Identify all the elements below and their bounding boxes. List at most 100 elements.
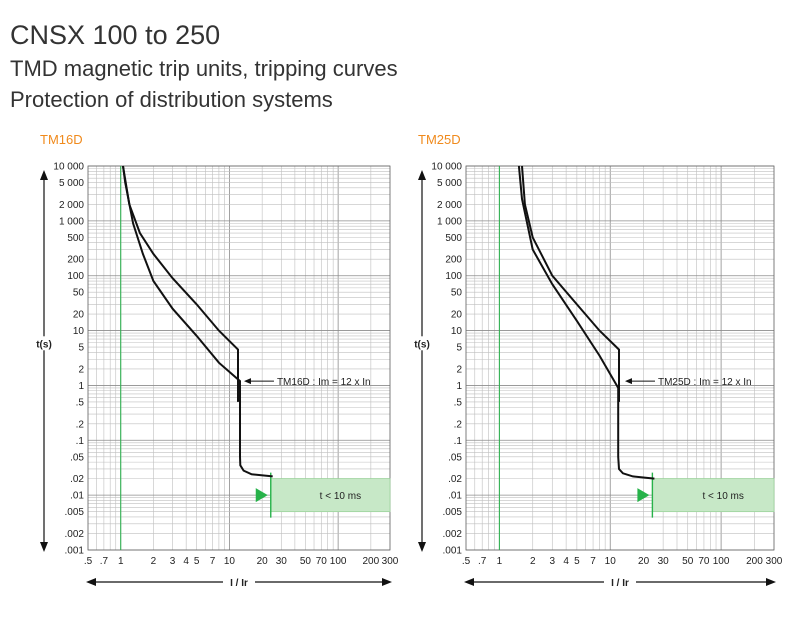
y-axis-label-bg xyxy=(31,336,57,351)
y-tick-label: .1 xyxy=(454,436,463,447)
x-tick-label: 30 xyxy=(658,556,670,567)
x-tick-label: 100 xyxy=(713,556,730,567)
x-tick-label: 3 xyxy=(549,556,555,567)
x-tick-label: 5 xyxy=(574,556,580,567)
x-tick-label: 200 xyxy=(746,556,763,567)
x-tick-label: 4 xyxy=(563,556,569,567)
y-tick-label: .2 xyxy=(454,419,463,430)
annotation-arrow-icon xyxy=(624,378,632,385)
y-tick-label: .005 xyxy=(443,507,463,518)
y-tick-label: 10 xyxy=(451,326,463,337)
x-tick-label: 100 xyxy=(330,556,347,567)
x-tick-label: 7 xyxy=(590,556,596,567)
x-tick-label: 1 xyxy=(118,556,124,567)
y-tick-label: .2 xyxy=(76,419,85,430)
y-tick-label: 10 000 xyxy=(53,162,84,173)
x-axis-arrow-left-icon xyxy=(86,578,96,586)
y-tick-label: 10 000 xyxy=(431,162,462,173)
x-tick-label: 1 xyxy=(497,556,503,567)
x-axis-label-bg xyxy=(604,575,636,589)
x-tick-label: 7 xyxy=(210,556,216,567)
page-title: CNSX 100 to 250 xyxy=(10,20,221,50)
y-tick-label: 200 xyxy=(445,255,462,266)
x-tick-label: 50 xyxy=(682,556,694,567)
zone-arrow-icon xyxy=(637,488,650,503)
y-tick-label: .05 xyxy=(70,452,84,463)
x-tick-label: .5 xyxy=(462,556,471,567)
zone-arrow-icon xyxy=(255,488,268,503)
y-tick-label: .005 xyxy=(65,507,85,518)
y-tick-label: .01 xyxy=(70,491,84,502)
y-tick-label: 5 000 xyxy=(59,178,84,189)
x-tick-label: 20 xyxy=(257,556,269,567)
y-tick-label: 500 xyxy=(67,233,84,244)
x-axis-label-bg xyxy=(223,575,255,589)
y-axis-label: t(s) xyxy=(36,339,52,350)
y-tick-label: 2 xyxy=(78,364,84,375)
x-tick-label: 300 xyxy=(382,556,399,567)
y-tick-label: .05 xyxy=(448,452,462,463)
trip-curve-lower xyxy=(122,165,273,478)
x-tick-label: 50 xyxy=(300,556,312,567)
y-tick-label: 2 000 xyxy=(437,200,462,211)
y-tick-label: 10 xyxy=(73,326,85,337)
y-tick-label: .001 xyxy=(65,546,85,557)
y-tick-label: 50 xyxy=(451,288,463,299)
y-tick-label: 1 000 xyxy=(437,216,462,227)
x-tick-label: 10 xyxy=(224,556,236,567)
tripping-curve-chart-right: TM25D t < 10 ms TM25D : Im = 12 x In 10 000… xyxy=(409,132,783,589)
annotation-label: TM25D : Im = 12 x In xyxy=(658,377,752,388)
y-tick-label: .02 xyxy=(448,474,462,485)
y-tick-label: .1 xyxy=(76,436,85,447)
x-tick-label: 3 xyxy=(170,556,176,567)
x-tick-label: .7 xyxy=(100,556,109,567)
y-tick-label: 1 000 xyxy=(59,216,84,227)
x-tick-label: .5 xyxy=(84,556,93,567)
y-tick-label: 2 000 xyxy=(59,200,84,211)
y-tick-label: .002 xyxy=(65,529,85,540)
x-tick-label: 2 xyxy=(151,556,157,567)
y-tick-label: 5 000 xyxy=(437,178,462,189)
zone-label: t < 10 ms xyxy=(320,491,361,502)
trip-curve-upper xyxy=(521,165,620,402)
y-tick-label: .5 xyxy=(454,397,463,408)
y-tick-label: 5 xyxy=(78,343,84,354)
y-axis-label-bg xyxy=(409,336,435,351)
chart-title: TM16D xyxy=(40,132,83,147)
x-tick-label: 70 xyxy=(698,556,710,567)
annotation-label: TM16D : Im = 12 x In xyxy=(277,377,371,388)
trip-curve-upper xyxy=(122,165,239,402)
y-tick-label: 20 xyxy=(73,310,85,321)
x-axis-arrow-left-icon xyxy=(464,578,474,586)
x-tick-label: 4 xyxy=(183,556,189,567)
x-axis-arrow-right-icon xyxy=(382,578,392,586)
plot-frame xyxy=(465,165,775,551)
y-tick-label: 20 xyxy=(451,310,463,321)
x-tick-label: 200 xyxy=(363,556,380,567)
page-subtitle-1: TMD magnetic trip units, tripping curves xyxy=(10,56,398,81)
y-tick-label: .01 xyxy=(448,491,462,502)
y-tick-label: 100 xyxy=(445,271,462,282)
y-tick-label: .5 xyxy=(76,397,85,408)
plot-frame xyxy=(87,165,391,551)
zone-label: t < 10 ms xyxy=(702,491,743,502)
y-tick-label: 200 xyxy=(67,255,84,266)
x-axis-label: I / Ir xyxy=(611,578,629,589)
chart-title: TM25D xyxy=(418,132,461,147)
y-tick-label: 100 xyxy=(67,271,84,282)
x-axis-label: I / Ir xyxy=(230,578,248,589)
x-tick-label: 10 xyxy=(605,556,617,567)
page-subtitle-2: Protection of distribution systems xyxy=(10,87,333,112)
trip-curve-lower xyxy=(517,165,655,480)
x-tick-label: 20 xyxy=(638,556,650,567)
y-axis-arrow-down-icon xyxy=(418,542,426,552)
fast-trip-zone xyxy=(651,478,775,513)
x-tick-label: 5 xyxy=(194,556,200,567)
x-tick-label: 70 xyxy=(316,556,328,567)
x-tick-label: 30 xyxy=(276,556,288,567)
x-tick-label: 300 xyxy=(766,556,783,567)
x-tick-label: 2 xyxy=(530,556,536,567)
y-tick-label: .02 xyxy=(70,474,84,485)
y-tick-label: 1 xyxy=(456,381,462,392)
y-tick-label: 50 xyxy=(73,288,85,299)
